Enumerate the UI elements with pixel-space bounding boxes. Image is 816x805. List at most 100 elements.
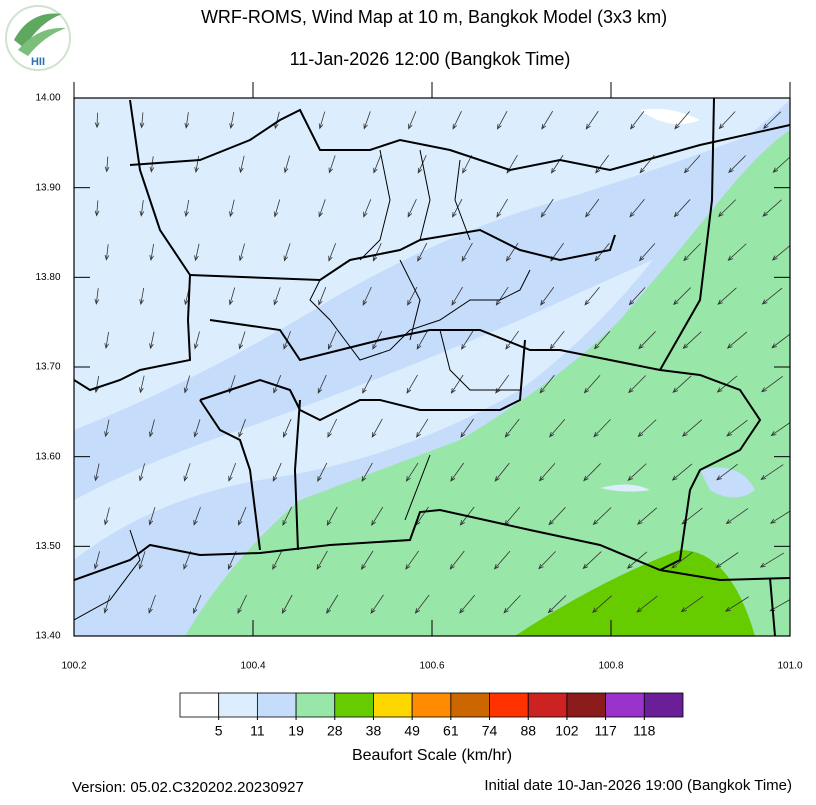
province-border: [659, 98, 715, 371]
wind-arrow: [628, 375, 647, 394]
wind-arrow: [638, 331, 656, 350]
map-title: WRF-ROMS, Wind Map at 10 m, Bangkok Mode…: [201, 7, 667, 27]
wind-arrow: [237, 594, 247, 615]
colorbar-label: 74: [482, 723, 498, 739]
wind-arrow: [283, 243, 291, 262]
wind-arrow: [104, 331, 109, 350]
wind-arrow: [547, 595, 567, 614]
wind-arrow: [138, 463, 145, 482]
wind-arrow: [371, 506, 384, 526]
colorbar-label: 19: [288, 723, 304, 739]
colorbar-box: [295, 692, 336, 718]
wind-arrow: [761, 287, 783, 305]
wind-arrow: [585, 198, 600, 218]
wind-arrow: [363, 111, 371, 130]
district-border: [359, 149, 520, 391]
wind-arrow: [636, 595, 658, 613]
wind-arrow: [317, 462, 328, 482]
wind-arrow: [139, 375, 145, 394]
colorbar-box: [411, 692, 452, 718]
wind-arrow: [538, 462, 556, 482]
wind-arrow: [452, 111, 462, 130]
wind-arrow: [272, 462, 282, 482]
y-tick-label: 13.70: [35, 362, 60, 373]
wind-arrow: [318, 287, 327, 306]
wind-arrow: [103, 595, 111, 614]
district-border: [189, 228, 616, 282]
logo-text: HII: [31, 56, 45, 68]
wind-arrow: [496, 198, 508, 218]
wind-arrow: [672, 375, 692, 393]
wind-arrow: [417, 155, 427, 174]
wind-arrow: [726, 419, 748, 437]
wind-arrow: [592, 507, 612, 526]
wind-arrow: [149, 331, 155, 350]
wind-arrow: [94, 200, 100, 217]
wind-arrow: [148, 419, 155, 438]
wind-arrow: [715, 552, 739, 569]
wind-arrow: [505, 242, 519, 262]
wind-arrow: [360, 550, 374, 570]
wind-arrow: [671, 463, 693, 481]
colorbar-box: [489, 692, 529, 718]
wind-arrow: [583, 375, 601, 394]
wind-arrow: [193, 594, 202, 614]
logo-leaf: [18, 27, 66, 56]
wind-arrow: [726, 331, 748, 349]
wind-arrow: [493, 550, 511, 570]
wind-arrow: [193, 331, 200, 350]
colorbar-box: [527, 692, 568, 718]
coastline: [74, 508, 790, 582]
wind-arrow: [593, 331, 611, 350]
wind-arrow: [772, 156, 790, 173]
wind-arrow: [761, 375, 783, 393]
wind-arrow: [406, 374, 418, 394]
wind-arrow: [540, 198, 554, 218]
colorbar-box: [334, 692, 374, 718]
colorbar-box: [256, 692, 297, 718]
wind-arrow: [238, 243, 245, 262]
wind-arrow: [193, 507, 201, 526]
colorbar-box: [643, 692, 684, 718]
wind-arrow: [184, 112, 190, 129]
wind-arrow: [681, 419, 703, 437]
wind-arrow: [417, 242, 428, 262]
zone-light: [600, 484, 650, 492]
wind-arrow: [627, 463, 647, 482]
wind-arrow: [503, 594, 521, 614]
wind-arrow: [238, 419, 246, 438]
x-tick-label: 100.4: [240, 661, 265, 672]
district-border: [309, 269, 531, 361]
wind-arrow: [628, 287, 646, 306]
wind-arrow: [452, 198, 463, 218]
wind-arrow: [94, 112, 100, 129]
wind-arrow: [451, 286, 463, 306]
wind-arrow: [760, 464, 784, 480]
wind-arrow: [728, 155, 746, 174]
x-tick-label: 100.6: [419, 661, 444, 672]
wind-arrow: [462, 154, 473, 174]
wind-arrow: [762, 199, 782, 217]
colorbar-title: Beaufort Scale (km/hr): [352, 747, 512, 764]
wind-arrow: [593, 419, 611, 438]
wind-arrow: [495, 286, 509, 306]
wind-arrow: [592, 595, 612, 613]
wind-arrow: [582, 551, 602, 570]
colorbar-box: [179, 692, 220, 718]
wind-arrow: [326, 506, 338, 526]
district-border: [74, 454, 431, 621]
initial-date-text: Initial date 10-Jan-2026 19:00 (Bangkok …: [484, 777, 792, 794]
wind-arrow: [273, 375, 282, 394]
logo: HII: [5, 5, 71, 71]
wind-arrow: [460, 418, 474, 438]
district-border: [769, 577, 776, 636]
wind-arrow: [716, 375, 738, 393]
y-tick-label: 13.60: [35, 451, 60, 462]
wind-arrow: [327, 330, 337, 350]
wind-arrow: [584, 286, 600, 306]
wind-arrow: [272, 550, 283, 570]
wind-arrow: [759, 552, 785, 568]
wind-arrow: [771, 333, 790, 349]
wind-arrow: [549, 418, 566, 438]
